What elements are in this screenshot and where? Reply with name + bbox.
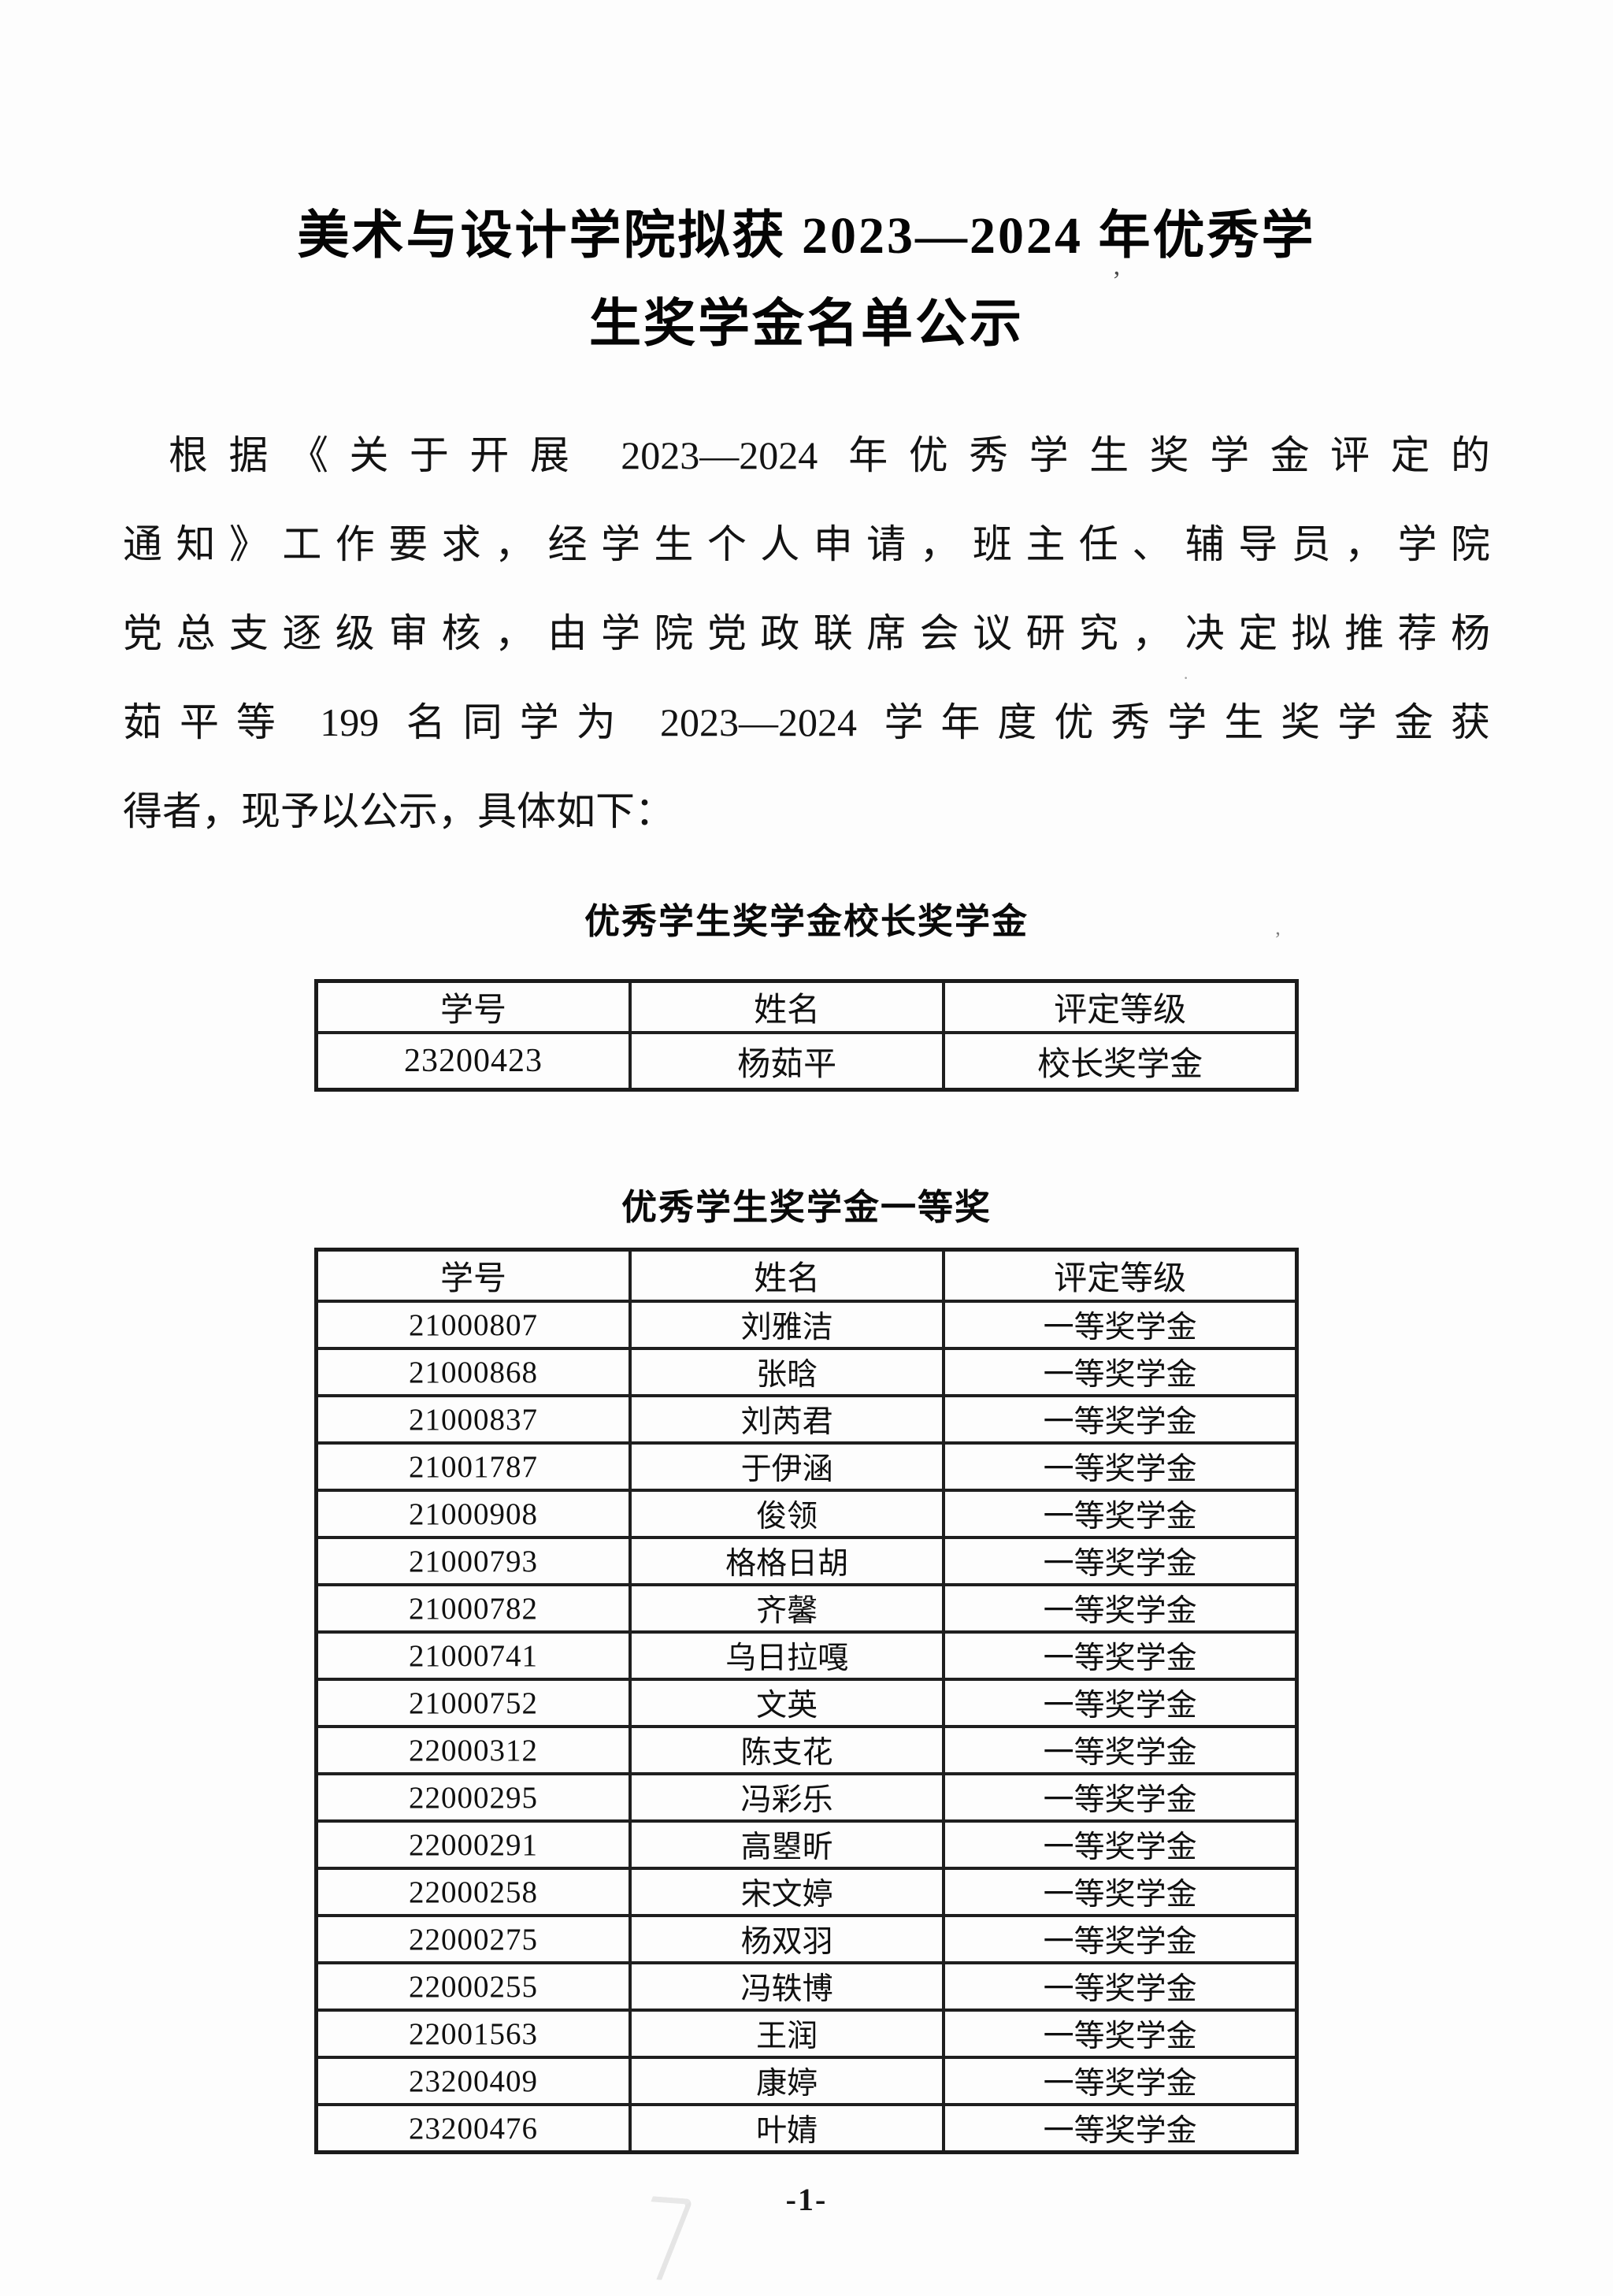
column-header: 学号	[314, 1248, 632, 1303]
student-id-cell: 21000868	[314, 1347, 632, 1397]
table-row: 21000807 刘雅洁 一等奖学金	[314, 1300, 1299, 1350]
paragraph-line: 根据《关于开展 2023—2024 年优秀学生奖学金评定的	[169, 433, 1490, 477]
student-id-cell: 22000312	[314, 1725, 632, 1775]
student-name-cell: 冯轶博	[628, 1961, 946, 2012]
table-header-row: 学号 姓名 评定等级	[314, 1248, 1299, 1303]
award-grade-cell: 一等奖学金	[942, 1961, 1299, 2012]
student-name-cell: 齐馨	[628, 1583, 946, 1634]
award-grade-cell: 一等奖学金	[942, 1583, 1299, 1634]
president-scholarship-heading: 优秀学生奖学金校长奖学金	[584, 902, 1029, 941]
student-id-cell: 21000752	[314, 1678, 632, 1728]
award-grade-cell: 一等奖学金	[942, 1441, 1299, 1492]
student-id-cell: 21000837	[314, 1394, 632, 1445]
student-id-cell: 23200409	[314, 2056, 632, 2106]
student-id-cell: 21000908	[314, 1489, 632, 1539]
award-grade-cell: 一等奖学金	[942, 1489, 1299, 1539]
student-id-cell: 22000295	[314, 1772, 632, 1823]
award-grade-cell: 一等奖学金	[942, 1819, 1299, 1870]
student-name-cell: 高曌昕	[628, 1819, 946, 1870]
document-title: 美术与设计学院拟获 2023—2024 年优秀学 生奖学金名单公示	[0, 0, 1613, 369]
table-row: 21000908 俊领 一等奖学金	[314, 1489, 1299, 1539]
award-grade-cell: 一等奖学金	[942, 2103, 1299, 2154]
first-prize-heading: 优秀学生奖学金一等奖	[621, 1188, 992, 1227]
document-title-line-1: 美术与设计学院拟获 2023—2024 年优秀学	[297, 207, 1316, 265]
award-grade-cell: 一等奖学金	[942, 1347, 1299, 1397]
column-header: 学号	[314, 979, 632, 1034]
paragraph-line: 得者，现予以公示，具体如下：	[123, 789, 674, 833]
student-id-cell: 22000258	[314, 1867, 632, 1917]
table-row: 22000291 高曌昕 一等奖学金	[314, 1819, 1299, 1870]
award-grade-cell: 一等奖学金	[942, 2056, 1299, 2106]
award-grade-cell: 一等奖学金	[942, 1772, 1299, 1823]
table-row: 22000258 宋文婷 一等奖学金	[314, 1867, 1299, 1917]
student-name-cell: 王润	[628, 2009, 946, 2059]
student-id-cell: 22001563	[314, 2009, 632, 2059]
table-row: 22000295 冯彩乐 一等奖学金	[314, 1772, 1299, 1823]
award-grade-cell: 一等奖学金	[942, 1867, 1299, 1917]
intro-paragraph: 根据《关于开展 2023—2024 年优秀学生奖学金评定的 通知》工作要求，经学…	[123, 411, 1490, 856]
table-row: 21000752 文英 一等奖学金	[314, 1678, 1299, 1728]
student-name-cell: 俊领	[628, 1489, 946, 1539]
table-row: 22000312 陈支花 一等奖学金	[314, 1725, 1299, 1775]
student-id-cell: 22000255	[314, 1961, 632, 2012]
table-row: 21000837 刘芮君 一等奖学金	[314, 1394, 1299, 1445]
column-header: 姓名	[628, 979, 946, 1034]
student-name-cell: 叶婧	[628, 2103, 946, 2154]
student-name-cell: 于伊涵	[628, 1441, 946, 1492]
student-id-cell: 23200476	[314, 2103, 632, 2154]
table-row: 23200476 叶婧 一等奖学金	[314, 2103, 1299, 2154]
page-number: -1-	[785, 2182, 828, 2217]
student-name-cell: 冯彩乐	[628, 1772, 946, 1823]
student-name-cell: 杨茹平	[628, 1031, 946, 1092]
award-grade-cell: 一等奖学金	[942, 1536, 1299, 1586]
student-name-cell: 格格日胡	[628, 1536, 946, 1586]
table-row: 21000782 齐馨 一等奖学金	[314, 1583, 1299, 1634]
column-header: 评定等级	[942, 979, 1299, 1034]
table-row: 22000255 冯轶博 一等奖学金	[314, 1961, 1299, 2012]
student-id-cell: 22000291	[314, 1819, 632, 1870]
table-row: 21000868 张晗 一等奖学金	[314, 1347, 1299, 1397]
paragraph-line: 通知》工作要求，经学生个人申请，班主任、辅导员，学院	[123, 522, 1490, 566]
student-name-cell: 乌日拉嘎	[628, 1630, 946, 1681]
student-name-cell: 杨双羽	[628, 1914, 946, 1964]
award-grade-cell: 一等奖学金	[942, 1914, 1299, 1964]
student-id-cell: 21001787	[314, 1441, 632, 1492]
first-prize-table: 学号 姓名 评定等级 21000807 刘雅洁 一等奖学金 21000868 张晗 一等奖学金…	[314, 1248, 1299, 2154]
student-id-cell: 21000741	[314, 1630, 632, 1681]
award-grade-cell: 一等奖学金	[942, 1630, 1299, 1681]
table-header-row: 学号 姓名 评定等级	[314, 979, 1299, 1034]
award-grade-cell: 一等奖学金	[942, 1394, 1299, 1445]
table-row: 22000275 杨双羽 一等奖学金	[314, 1914, 1299, 1964]
award-grade-cell: 一等奖学金	[942, 1725, 1299, 1775]
award-grade-cell: 一等奖学金	[942, 1300, 1299, 1350]
award-grade-cell: 一等奖学金	[942, 1678, 1299, 1728]
student-id-cell: 21000793	[314, 1536, 632, 1586]
student-name-cell: 张晗	[628, 1347, 946, 1397]
award-grade-cell: 一等奖学金	[942, 2009, 1299, 2059]
student-id-cell: 22000275	[314, 1914, 632, 1964]
student-id-cell: 21000807	[314, 1300, 632, 1350]
column-header: 姓名	[628, 1248, 946, 1303]
table-row: 23200423 杨茹平 校长奖学金	[314, 1031, 1299, 1092]
column-header: 评定等级	[942, 1248, 1299, 1303]
student-name-cell: 刘雅洁	[628, 1300, 946, 1350]
student-name-cell: 宋文婷	[628, 1867, 946, 1917]
president-scholarship-table: 学号 姓名 评定等级 23200423 杨茹平 校长奖学金	[314, 979, 1299, 1092]
paragraph-line: 党总支逐级审核，由学院党政联席会议研究，决定拟推荐杨	[123, 611, 1490, 655]
table-row: 22001563 王润 一等奖学金	[314, 2009, 1299, 2059]
table-row: 23200409 康婷 一等奖学金	[314, 2056, 1299, 2106]
table-row: 21000741 乌日拉嘎 一等奖学金	[314, 1630, 1299, 1681]
student-id-cell: 21000782	[314, 1583, 632, 1634]
paragraph-line: 茹平等 199 名同学为 2023—2024 学年度优秀学生奖学金获	[123, 700, 1490, 744]
student-name-cell: 康婷	[628, 2056, 946, 2106]
student-name-cell: 文英	[628, 1678, 946, 1728]
award-grade-cell: 校长奖学金	[942, 1031, 1299, 1092]
table-row: 21001787 于伊涵 一等奖学金	[314, 1441, 1299, 1492]
document-title-line-2: 生奖学金名单公示	[589, 295, 1024, 353]
student-name-cell: 刘芮君	[628, 1394, 946, 1445]
student-name-cell: 陈支花	[628, 1725, 946, 1775]
student-id-cell: 23200423	[314, 1031, 632, 1092]
table-row: 21000793 格格日胡 一等奖学金	[314, 1536, 1299, 1586]
